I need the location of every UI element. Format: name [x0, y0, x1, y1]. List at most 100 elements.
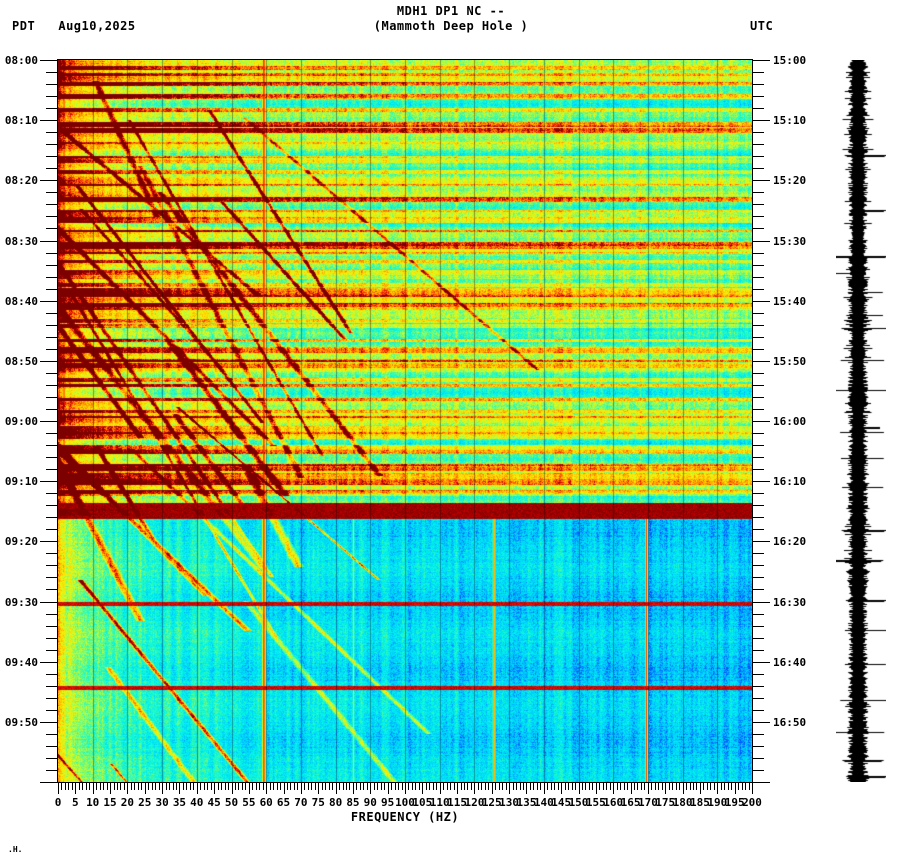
- freq-tick-minor: [606, 783, 607, 790]
- time-tick-minor-right: [753, 577, 764, 578]
- freq-tick-major: [214, 783, 215, 794]
- time-label-pdt: 09:20: [4, 535, 38, 549]
- time-axis-utc: 15:00 15:10 15:20 15:30 15:40 15:50 16:00 16:10…: [752, 0, 852, 864]
- seismogram-trace-panel[interactable]: [836, 60, 886, 782]
- time-tick-minor-left: [46, 457, 57, 458]
- spectrogram-plot[interactable]: [58, 60, 752, 782]
- freq-tick-minor: [395, 783, 396, 790]
- time-tick-major-right: [753, 662, 770, 663]
- time-tick-minor-left: [46, 349, 57, 350]
- freq-tick-label: 165: [620, 796, 641, 809]
- freq-tick-minor: [523, 783, 524, 790]
- time-label-utc: 16:50: [773, 715, 807, 729]
- time-label-utc: 15:50: [773, 354, 807, 368]
- time-tick-minor-right: [753, 469, 764, 470]
- freq-tick-minor: [89, 783, 90, 790]
- freq-tick-minor: [68, 783, 69, 790]
- freq-tick-label: 190: [707, 796, 728, 809]
- time-label-utc: 15:40: [773, 294, 807, 308]
- time-tick-major-left: [40, 361, 57, 362]
- freq-tick-minor: [620, 783, 621, 790]
- corner-mark: .H.: [8, 845, 23, 854]
- page-title: MDH1 DP1 NC --: [396, 4, 506, 18]
- time-tick-minor-left: [46, 517, 57, 518]
- freq-tick-label: 100: [395, 796, 415, 809]
- freq-tick-minor: [79, 783, 80, 790]
- freq-tick-minor: [502, 783, 503, 790]
- freq-tick-minor: [728, 783, 729, 790]
- time-tick-major-left: [40, 301, 57, 302]
- time-tick-major-right: [753, 120, 770, 121]
- time-tick-minor-right: [753, 686, 764, 687]
- time-tick-minor-right: [753, 216, 764, 217]
- time-tick-minor-left: [46, 84, 57, 85]
- time-tick-major-right: [753, 481, 770, 482]
- freq-tick-minor: [61, 783, 62, 790]
- time-tick-major-left: [40, 722, 57, 723]
- freq-tick-minor: [332, 783, 333, 790]
- freq-tick-minor: [235, 783, 236, 790]
- time-tick-major-left: [40, 541, 57, 542]
- freq-tick-minor: [749, 783, 750, 790]
- freq-tick-minor: [96, 783, 97, 790]
- freq-tick-label: 15: [103, 796, 117, 809]
- spectrogram-canvas[interactable]: [58, 60, 752, 782]
- time-label-utc: 16:10: [773, 475, 807, 489]
- time-label-utc: 16:30: [773, 595, 807, 609]
- time-tick-minor-right: [753, 409, 764, 410]
- time-tick-minor-left: [46, 325, 57, 326]
- freq-tick-label: 170: [637, 796, 658, 809]
- time-tick-minor-left: [46, 734, 57, 735]
- time-tick-minor-left: [46, 96, 57, 97]
- freq-tick-label: 160: [603, 796, 624, 809]
- time-tick-minor-left: [46, 228, 57, 229]
- freq-tick-label: 80: [328, 796, 343, 809]
- freq-tick-minor: [148, 783, 149, 790]
- freq-tick-minor: [520, 783, 521, 790]
- freq-tick-minor: [82, 783, 83, 790]
- time-tick-minor-right: [753, 433, 764, 434]
- freq-tick-minor: [190, 783, 191, 790]
- freq-tick-minor: [152, 783, 153, 790]
- time-tick-major-left: [40, 782, 57, 783]
- freq-tick-minor: [637, 783, 638, 790]
- time-tick-major-left: [40, 60, 57, 61]
- freq-tick-minor: [693, 783, 694, 790]
- time-tick-major-left: [40, 120, 57, 121]
- freq-tick-label: 55: [242, 796, 256, 809]
- freq-tick-minor: [256, 783, 257, 790]
- freq-tick-minor: [277, 783, 278, 790]
- freq-tick-minor: [308, 783, 309, 790]
- seismogram-trace-canvas[interactable]: [836, 60, 886, 782]
- freq-tick-major: [440, 783, 441, 794]
- left-timezone-label: PDT Aug10,2025: [12, 19, 136, 33]
- freq-tick-minor: [429, 783, 430, 790]
- freq-tick-label: 65: [276, 796, 291, 809]
- freq-tick-minor: [117, 783, 118, 790]
- freq-tick-minor: [558, 783, 559, 790]
- freq-tick-label: 50: [224, 796, 239, 809]
- freq-tick-minor: [329, 783, 330, 790]
- time-tick-minor-left: [46, 409, 57, 410]
- time-tick-minor-left: [46, 277, 57, 278]
- time-label-pdt: 08:50: [4, 354, 38, 368]
- freq-tick-minor: [710, 783, 711, 790]
- time-tick-minor-left: [46, 132, 57, 133]
- freq-tick-minor: [183, 783, 184, 790]
- time-tick-minor-left: [46, 72, 57, 73]
- time-label-utc: 15:00: [773, 54, 807, 67]
- time-tick-minor-right: [753, 445, 764, 446]
- freq-tick-label: 180: [672, 796, 693, 809]
- freq-tick-major: [526, 783, 527, 794]
- time-tick-minor-right: [753, 325, 764, 326]
- freq-tick-label: 95: [381, 796, 395, 809]
- freq-tick-label: 85: [346, 796, 360, 809]
- time-tick-minor-left: [46, 577, 57, 578]
- freq-tick-minor: [384, 783, 385, 790]
- freq-tick-label: 110: [429, 796, 450, 809]
- time-tick-minor-left: [46, 373, 57, 374]
- freq-tick-minor: [381, 783, 382, 790]
- time-tick-minor-left: [46, 505, 57, 506]
- freq-tick-minor: [731, 783, 732, 790]
- freq-tick-minor: [696, 783, 697, 790]
